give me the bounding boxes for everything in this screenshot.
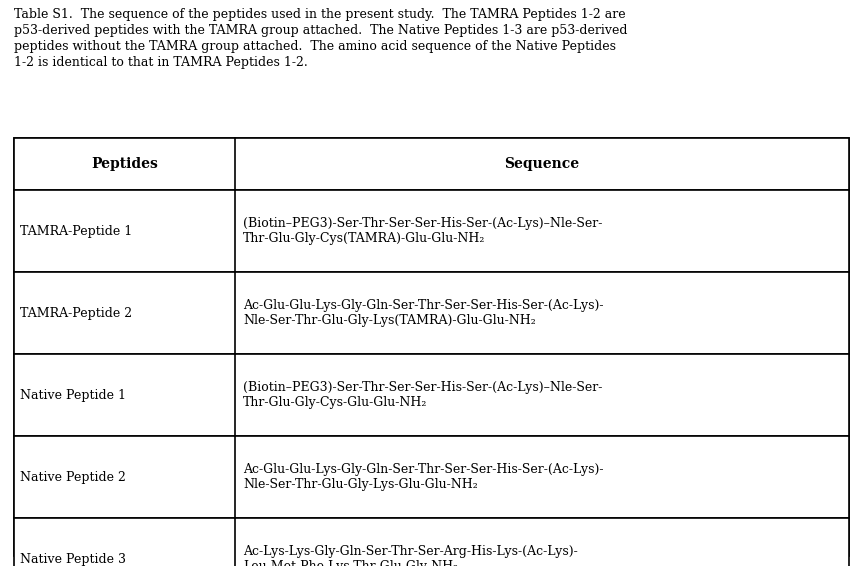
Text: Table S1.  The sequence of the peptides used in the present study.  The TAMRA Pe: Table S1. The sequence of the peptides u… xyxy=(14,8,626,21)
Bar xyxy=(14,138,849,556)
Text: Nle-Ser-Thr-Glu-Gly-Lys(TAMRA)-Glu-Glu-NH₂: Nle-Ser-Thr-Glu-Gly-Lys(TAMRA)-Glu-Glu-N… xyxy=(243,314,536,327)
Bar xyxy=(14,272,849,354)
Text: TAMRA-Peptide 2: TAMRA-Peptide 2 xyxy=(20,307,132,319)
Text: Sequence: Sequence xyxy=(505,157,580,171)
Bar xyxy=(14,518,849,566)
Bar xyxy=(14,190,849,272)
Text: Native Peptide 3: Native Peptide 3 xyxy=(20,552,126,565)
Bar xyxy=(14,354,849,436)
Text: Leu-Met-Phe-Lys-Thr-Glu-Gly-NH₂: Leu-Met-Phe-Lys-Thr-Glu-Gly-NH₂ xyxy=(243,560,458,566)
Text: p53-derived peptides with the TAMRA group attached.  The Native Peptides 1-3 are: p53-derived peptides with the TAMRA grou… xyxy=(14,24,627,37)
Text: peptides without the TAMRA group attached.  The amino acid sequence of the Nativ: peptides without the TAMRA group attache… xyxy=(14,40,616,53)
Text: TAMRA-Peptide 1: TAMRA-Peptide 1 xyxy=(20,225,132,238)
Bar xyxy=(14,138,849,190)
Text: (Biotin–PEG3)-Ser-Thr-Ser-Ser-His-Ser-(Ac-Lys)–Nle-Ser-: (Biotin–PEG3)-Ser-Thr-Ser-Ser-His-Ser-(A… xyxy=(243,381,602,394)
Bar xyxy=(14,436,849,518)
Text: Thr-Glu-Gly-Cys(TAMRA)-Glu-Glu-NH₂: Thr-Glu-Gly-Cys(TAMRA)-Glu-Glu-NH₂ xyxy=(243,232,486,245)
Text: Native Peptide 2: Native Peptide 2 xyxy=(20,470,126,483)
Text: Ac-Glu-Glu-Lys-Gly-Gln-Ser-Thr-Ser-Ser-His-Ser-(Ac-Lys)-: Ac-Glu-Glu-Lys-Gly-Gln-Ser-Thr-Ser-Ser-H… xyxy=(243,463,604,476)
Text: 1-2 is identical to that in TAMRA Peptides 1-2.: 1-2 is identical to that in TAMRA Peptid… xyxy=(14,56,308,69)
Text: Nle-Ser-Thr-Glu-Gly-Lys-Glu-Glu-NH₂: Nle-Ser-Thr-Glu-Gly-Lys-Glu-Glu-NH₂ xyxy=(243,478,478,491)
Text: Native Peptide 1: Native Peptide 1 xyxy=(20,388,126,401)
Text: (Biotin–PEG3)-Ser-Thr-Ser-Ser-His-Ser-(Ac-Lys)–Nle-Ser-: (Biotin–PEG3)-Ser-Thr-Ser-Ser-His-Ser-(A… xyxy=(243,217,602,230)
Text: Thr-Glu-Gly-Cys-Glu-Glu-NH₂: Thr-Glu-Gly-Cys-Glu-Glu-NH₂ xyxy=(243,396,428,409)
Text: Ac-Glu-Glu-Lys-Gly-Gln-Ser-Thr-Ser-Ser-His-Ser-(Ac-Lys)-: Ac-Glu-Glu-Lys-Gly-Gln-Ser-Thr-Ser-Ser-H… xyxy=(243,299,604,312)
Text: Ac-Lys-Lys-Gly-Gln-Ser-Thr-Ser-Arg-His-Lys-(Ac-Lys)-: Ac-Lys-Lys-Gly-Gln-Ser-Thr-Ser-Arg-His-L… xyxy=(243,545,578,558)
Text: Peptides: Peptides xyxy=(91,157,158,171)
